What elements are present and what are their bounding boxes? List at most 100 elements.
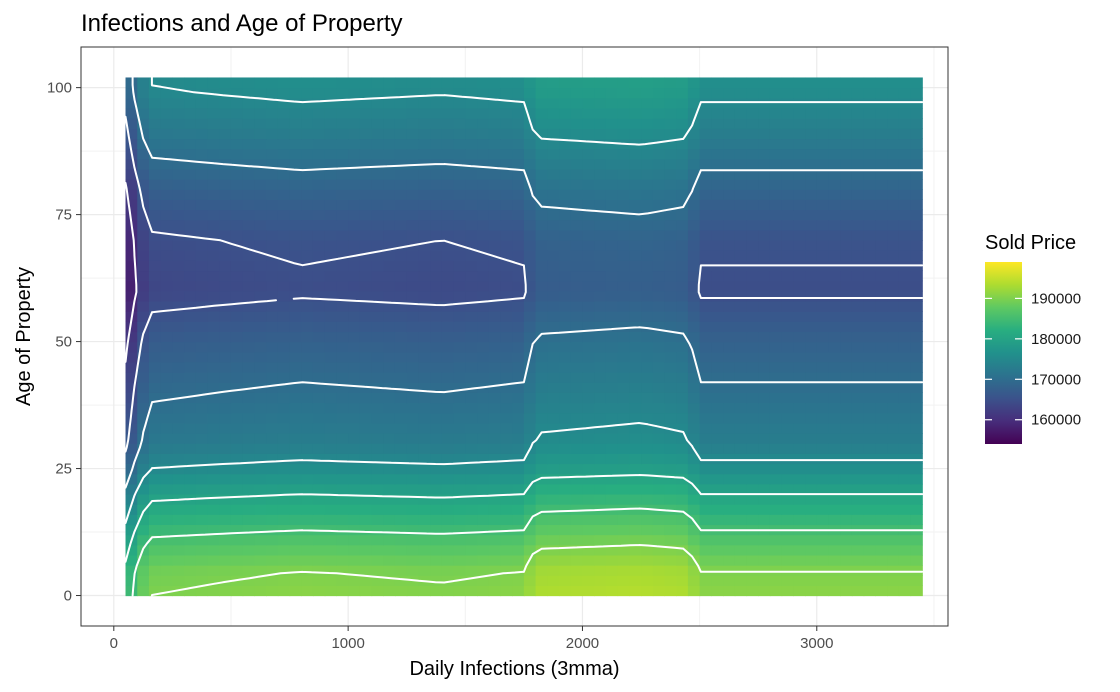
heatmap-tile [301, 87, 314, 99]
heatmap-tile [488, 524, 502, 536]
heatmap-tile [711, 270, 724, 282]
heatmap-tile [512, 209, 525, 221]
heatmap-tile [207, 514, 220, 526]
heatmap-tile [816, 351, 830, 363]
heatmap-tile [629, 311, 642, 322]
heatmap-tile [887, 534, 900, 546]
heatmap-tile [910, 280, 923, 292]
heatmap-tile [711, 392, 724, 404]
heatmap-tile [746, 168, 759, 180]
heatmap-tile [699, 422, 712, 434]
heatmap-tile [219, 412, 232, 424]
heatmap-tile [535, 270, 548, 282]
heatmap-tile [535, 351, 548, 363]
heatmap-tile [371, 280, 384, 292]
heatmap-tile [816, 138, 830, 150]
heatmap-tile [594, 148, 607, 160]
heatmap-tile [863, 341, 876, 353]
heatmap-tile [641, 158, 654, 170]
heatmap-tile [570, 382, 584, 393]
heatmap-tile [430, 382, 443, 393]
heatmap-tile [898, 402, 912, 414]
heatmap-tile [535, 554, 548, 566]
heatmap-tile [887, 351, 900, 363]
heatmap-tile [676, 382, 689, 393]
heatmap-tile [605, 433, 619, 444]
heatmap-tile [324, 87, 338, 99]
heatmap-tile [898, 534, 912, 546]
heatmap-tile [664, 87, 677, 99]
heatmap-tile [664, 361, 677, 373]
heatmap-tile [137, 240, 150, 251]
heatmap-tile [887, 97, 900, 109]
heatmap-tile [184, 382, 197, 393]
heatmap-tile [816, 209, 830, 221]
heatmap-tile [570, 250, 584, 261]
heatmap-tile [418, 361, 431, 373]
heatmap-tile [676, 554, 689, 566]
heatmap-tile [465, 473, 478, 485]
heatmap-tile [641, 534, 654, 546]
heatmap-tile [383, 199, 396, 211]
heatmap-tile [734, 250, 748, 261]
heatmap-tile [535, 300, 548, 312]
heatmap-tile [816, 514, 830, 526]
heatmap-tile [851, 77, 865, 89]
heatmap-tile [664, 250, 677, 261]
heatmap-tile [289, 290, 302, 302]
heatmap-tile [336, 280, 349, 292]
heatmap-tile [523, 260, 537, 272]
heatmap-tile [652, 433, 666, 444]
heatmap-tile [137, 483, 150, 495]
heatmap-tile [219, 321, 232, 333]
heatmap-tile [512, 351, 525, 363]
heatmap-tile [207, 260, 220, 272]
heatmap-tile [512, 483, 525, 495]
heatmap-tile [207, 361, 220, 373]
heatmap-tile [453, 107, 466, 119]
heatmap-tile [687, 209, 701, 221]
heatmap-tile [711, 250, 724, 261]
heatmap-tile [570, 473, 584, 485]
heatmap-tile [746, 321, 759, 333]
heatmap-tile [875, 514, 888, 526]
heatmap-tile [723, 168, 736, 180]
heatmap-tile [605, 554, 619, 566]
heatmap-tile [207, 443, 220, 454]
heatmap-tile [652, 351, 666, 363]
heatmap-tile [160, 463, 173, 475]
heatmap-tile [348, 585, 361, 597]
heatmap-tile [828, 493, 841, 505]
heatmap-tile [359, 575, 373, 586]
heatmap-tile [676, 290, 689, 302]
heatmap-tile [547, 524, 560, 536]
heatmap-tile [172, 534, 185, 546]
heatmap-tile [207, 128, 220, 140]
heatmap-tile [301, 534, 314, 546]
heatmap-tile [734, 382, 748, 393]
heatmap-tile [652, 341, 666, 353]
heatmap-tile [406, 372, 420, 383]
heatmap-tile [324, 585, 338, 597]
heatmap-tile [184, 453, 197, 465]
heatmap-tile [641, 351, 654, 363]
heatmap-tile [160, 87, 173, 99]
heatmap-tile [184, 138, 197, 150]
heatmap-tile [805, 361, 818, 373]
heatmap-tile [559, 260, 572, 272]
heatmap-tile [383, 77, 396, 89]
heatmap-tile [148, 422, 162, 434]
heatmap-tile [254, 179, 267, 190]
heatmap-tile [394, 138, 408, 150]
heatmap-tile [277, 493, 291, 505]
heatmap-tile [301, 311, 314, 322]
heatmap-tile [570, 361, 584, 373]
heatmap-tile [348, 219, 361, 231]
heatmap-tile [359, 250, 373, 261]
heatmap-tile [477, 534, 490, 546]
heatmap-tile [207, 118, 220, 129]
heatmap-tile [687, 493, 701, 505]
heatmap-tile [148, 341, 162, 353]
heatmap-tile [125, 128, 138, 140]
heatmap-tile [359, 158, 373, 170]
